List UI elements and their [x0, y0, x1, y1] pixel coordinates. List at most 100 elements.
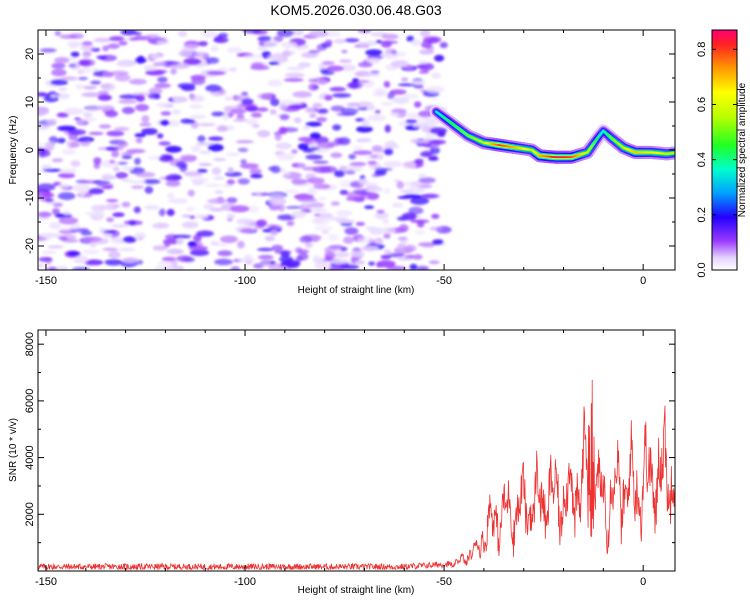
noise-blob: [377, 153, 384, 161]
noise-blob: [158, 155, 174, 162]
noise-blob: [157, 133, 164, 139]
noise-blob: [38, 147, 47, 155]
noise-blob: [58, 172, 76, 179]
noise-blob: [166, 248, 184, 255]
noise-blob: [152, 62, 166, 67]
noise-blob: [332, 258, 348, 264]
noise-blob: [334, 170, 345, 178]
noise-blob: [135, 171, 156, 178]
noise-blob: [135, 137, 143, 144]
noise-blob: [358, 179, 366, 185]
noise-blob: [313, 254, 320, 261]
noise-blob: [39, 48, 57, 53]
noise-blob: [260, 259, 271, 267]
noise-blob: [341, 49, 348, 54]
noise-blob: [55, 266, 69, 270]
noise-blob: [328, 233, 339, 242]
noise-blob: [333, 39, 347, 44]
colorbar-tick-label: 0.0: [696, 262, 708, 277]
noise-blob: [96, 104, 115, 110]
noise-blob: [270, 165, 281, 174]
noise-blob: [247, 205, 260, 214]
noise-blob: [167, 120, 180, 127]
noise-blob: [79, 188, 86, 197]
colorbar-tick-label: 0.6: [696, 97, 708, 112]
noise-blob: [354, 260, 366, 265]
noise-blob: [111, 150, 120, 158]
noise-blob: [206, 70, 226, 76]
noise-blob: [429, 226, 443, 231]
noise-blob: [293, 117, 302, 124]
noise-blob: [348, 154, 357, 160]
noise-blob: [189, 94, 205, 103]
noise-blob: [262, 39, 278, 48]
noise-blob: [77, 69, 84, 75]
noise-blob: [189, 103, 203, 109]
noise-blob: [82, 51, 92, 57]
noise-blob: [416, 265, 429, 270]
noise-blob: [81, 92, 101, 97]
x-tick-label: -50: [436, 576, 452, 588]
noise-blob: [357, 236, 374, 244]
noise-blob: [176, 255, 193, 262]
noise-blob: [60, 168, 77, 174]
noise-blob: [66, 41, 84, 47]
noise-blob: [226, 218, 233, 221]
y-tick-label: 0: [24, 147, 36, 153]
noise-blob: [243, 53, 263, 60]
noise-blob: [324, 251, 336, 259]
noise-blob: [211, 243, 228, 247]
noise-blob: [188, 245, 208, 251]
noise-blob: [106, 130, 125, 137]
noise-blob: [381, 40, 392, 48]
noise-blob: [118, 141, 129, 147]
noise-blob: [368, 261, 376, 266]
noise-blob: [314, 217, 325, 224]
noise-blob: [165, 145, 182, 153]
noise-blob: [56, 137, 66, 144]
noise-blob: [189, 114, 207, 119]
noise-blob: [369, 227, 384, 235]
noise-blob: [108, 251, 121, 259]
noise-blob: [336, 219, 355, 224]
noise-blob: [121, 152, 135, 156]
noise-blob: [52, 208, 60, 216]
noise-blob: [321, 61, 335, 66]
noise-blob: [321, 229, 329, 235]
noise-blob: [317, 79, 328, 85]
snr-series-line: [38, 379, 675, 571]
noise-blob: [197, 135, 206, 143]
noise-blob: [181, 221, 199, 229]
noise-blob: [88, 131, 104, 136]
noise-blob: [61, 148, 76, 155]
noise-blob: [344, 170, 356, 175]
noise-blob: [102, 71, 115, 78]
noise-blob: [46, 245, 65, 249]
noise-blob: [258, 40, 265, 46]
noise-blob: [414, 101, 422, 108]
noise-blob: [158, 208, 166, 217]
noise-blob: [277, 214, 296, 221]
noise-blob: [328, 244, 344, 250]
noise-blob: [142, 179, 161, 185]
noise-blob: [343, 236, 354, 244]
noise-blob: [62, 239, 79, 243]
noise-blob: [287, 104, 308, 109]
noise-blob: [339, 59, 352, 63]
top-y-axis-label: Frequency (Hz): [8, 116, 19, 185]
noise-blob: [54, 31, 62, 36]
noise-blob: [57, 125, 77, 132]
noise-blob: [113, 145, 124, 151]
noise-blob: [74, 117, 81, 121]
noise-blob: [312, 166, 331, 174]
noise-blob: [352, 150, 373, 156]
noise-blob: [308, 83, 319, 91]
noise-blob: [166, 208, 175, 217]
noise-blob: [58, 87, 68, 92]
noise-blob: [271, 244, 284, 252]
noise-blob: [82, 85, 97, 90]
noise-blob: [134, 133, 146, 138]
noise-blob: [346, 81, 364, 89]
noise-blob: [154, 82, 171, 89]
